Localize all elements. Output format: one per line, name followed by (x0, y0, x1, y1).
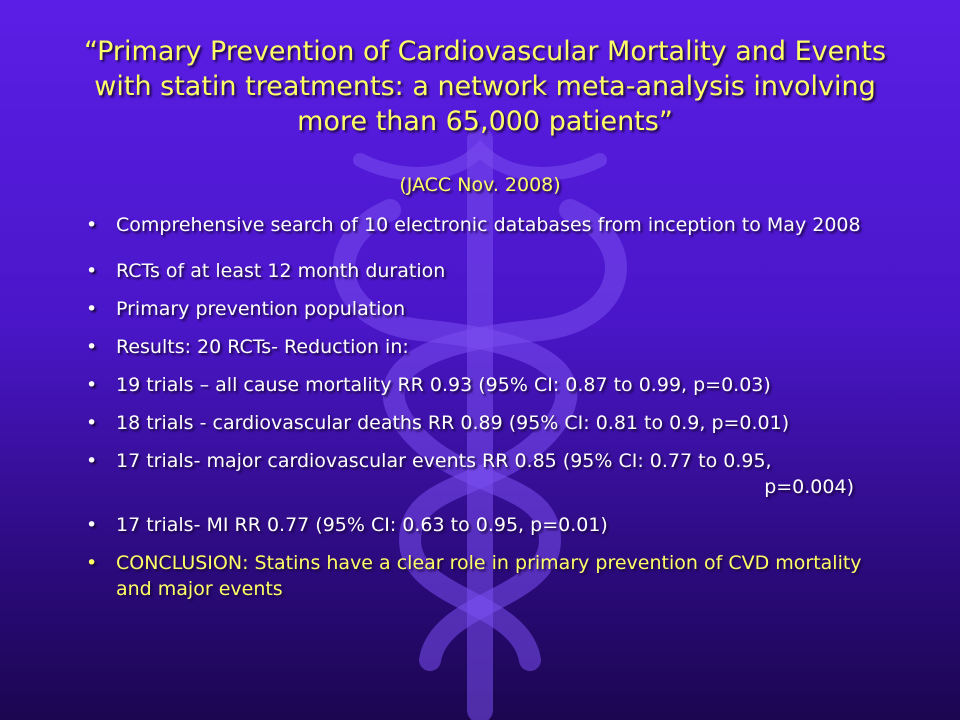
bullet-item: • 17 trials- major cardiovascular events … (82, 448, 892, 500)
bullet-text: 17 trials- MI RR 0.77 (95% CI: 0.63 to 0… (116, 514, 608, 536)
bullet-text: Results: 20 RCTs- Reduction in: (116, 336, 409, 358)
slide-title: “Primary Prevention of Cardiovascular Mo… (83, 36, 887, 137)
bullet-item: • Results: 20 RCTs- Reduction in: (82, 334, 892, 360)
bullet-item: • RCTs of at least 12 month duration (82, 258, 892, 284)
bullet-item: • 19 trials – all cause mortality RR 0.93… (82, 372, 892, 398)
bullet-text: RCTs of at least 12 month duration (116, 260, 446, 282)
bullet-dot-icon: • (86, 412, 98, 434)
bullet-dot-icon: • (86, 552, 98, 574)
bullet-text: 17 trials- major cardiovascular events R… (116, 450, 772, 472)
bullet-text: 18 trials - cardiovascular deaths RR 0.8… (116, 412, 790, 434)
bullet-text: Primary prevention population (116, 298, 406, 320)
conclusion-bullet: • CONCLUSION: Statins have a clear role i… (82, 550, 892, 602)
bullet-item: • Comprehensive search of 10 electronic d… (82, 212, 892, 238)
bullet-dot-icon: • (86, 514, 98, 536)
bullet-dot-icon: • (86, 374, 98, 396)
conclusion-text: CONCLUSION: Statins have a clear role in… (116, 552, 862, 600)
bullet-item: • 17 trials- MI RR 0.77 (95% CI: 0.63 to … (82, 512, 892, 538)
bullet-item: • 18 trials - cardiovascular deaths RR 0.… (82, 410, 892, 436)
citation-source: (JACC Nov. 2008) (399, 174, 561, 196)
bullet-continuation: p=0.004) (764, 476, 854, 498)
bullet-dot-icon: • (86, 336, 98, 358)
bullet-text: 19 trials – all cause mortality RR 0.93 … (116, 374, 771, 396)
bullet-dot-icon: • (86, 450, 98, 472)
bullet-dot-icon: • (86, 260, 98, 282)
caduceus-watermark-icon (333, 127, 627, 720)
bullet-dot-icon: • (86, 298, 98, 320)
bullet-text: Comprehensive search of 10 electronic da… (116, 214, 861, 236)
bullet-dot-icon: • (86, 214, 98, 236)
bullet-list: • Comprehensive search of 10 electronic d… (82, 212, 892, 602)
bullet-item: • Primary prevention population (82, 296, 892, 322)
